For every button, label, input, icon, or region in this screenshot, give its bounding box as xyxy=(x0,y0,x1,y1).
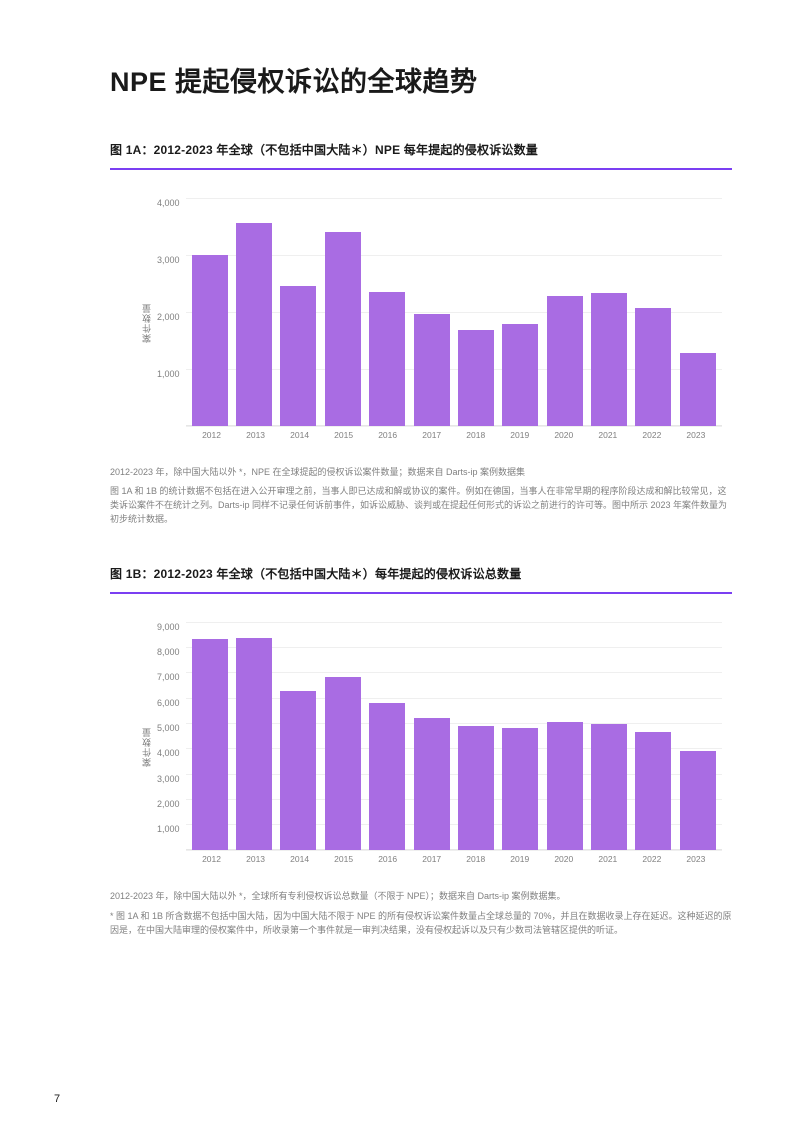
xtick-label: 2020 xyxy=(544,854,584,864)
bar xyxy=(192,639,228,849)
chart-1b-caption-2: * 图 1A 和 1B 所含数据不包括中国大陆，因为中国大陆不限于 NPE 的所… xyxy=(110,910,732,938)
chart-1b-bars xyxy=(186,622,722,850)
chart-1a: 案件数量 4,0003,0002,0001,000 20122013201420… xyxy=(140,198,732,448)
bar xyxy=(280,286,316,426)
ytick-label: 9,000 xyxy=(157,622,180,632)
bar xyxy=(325,677,361,849)
bar xyxy=(414,314,450,425)
chart-1a-bars xyxy=(186,198,722,426)
xtick-label: 2022 xyxy=(632,854,672,864)
xtick-label: 2012 xyxy=(192,854,232,864)
bar xyxy=(192,255,228,426)
ytick-label: 1,000 xyxy=(157,824,180,834)
bar xyxy=(236,638,272,850)
ytick-label: 2,000 xyxy=(157,312,180,322)
bar xyxy=(502,728,538,850)
bar xyxy=(280,691,316,849)
bar xyxy=(236,223,272,425)
bar xyxy=(591,724,627,849)
chart-1a-plot: 2012 2013 2014 2015 2016 2017 2018 2019 2020 2021… xyxy=(186,198,732,448)
xtick-label: 2019 xyxy=(500,430,540,440)
bar xyxy=(635,308,671,425)
xtick-label: 2021 xyxy=(588,430,628,440)
gridline xyxy=(186,850,722,851)
xtick-label: 2016 xyxy=(368,430,408,440)
xtick-label: 2018 xyxy=(456,430,496,440)
chart-1b-xaxis: 2012 2013 2014 2015 2016 2017 2018 2019 2020 2021… xyxy=(186,854,722,864)
xtick-label: 2020 xyxy=(544,430,584,440)
ytick-label: 8,000 xyxy=(157,647,180,657)
xtick-label: 2013 xyxy=(236,854,276,864)
bar xyxy=(458,726,494,850)
xtick-label: 2017 xyxy=(412,854,452,864)
chart-1a-ylabel: 案件数量 xyxy=(140,198,153,448)
ytick-label: 7,000 xyxy=(157,672,180,682)
bar xyxy=(635,732,671,850)
bar xyxy=(680,751,716,850)
xtick-label: 2022 xyxy=(632,430,672,440)
xtick-label: 2023 xyxy=(676,430,716,440)
xtick-label: 2015 xyxy=(324,430,364,440)
bar xyxy=(369,703,405,850)
ytick-label: 4,000 xyxy=(157,198,180,208)
chart-1b: 案件数量 9,000 8,000 7,000 6,000 5,000 4,000 3,000… xyxy=(140,622,732,872)
bar xyxy=(591,293,627,425)
chart-1b-plot: 2012 2013 2014 2015 2016 2017 2018 2019 2020 2021… xyxy=(186,622,732,872)
page-title: NPE 提起侵权诉讼的全球趋势 xyxy=(110,60,732,99)
bar xyxy=(458,330,494,426)
bar xyxy=(369,292,405,426)
xtick-label: 2012 xyxy=(192,430,232,440)
chart-1b-yaxis: 9,000 8,000 7,000 6,000 5,000 4,000 3,000 2,000… xyxy=(157,622,186,850)
ytick-label: 3,000 xyxy=(157,255,180,265)
bar xyxy=(547,722,583,850)
bar xyxy=(547,296,583,426)
bar xyxy=(325,232,361,426)
ytick-label: 1,000 xyxy=(157,369,180,379)
page-number: 7 xyxy=(54,1093,60,1105)
chart-1a-section: 图 1A：2012-2023 年全球（不包括中国大陆＊）NPE 每年提起的侵权诉… xyxy=(110,141,732,527)
chart-1a-caption-2: 图 1A 和 1B 的统计数据不包括在进入公开审理之前，当事人即已达成和解或协议… xyxy=(110,485,732,527)
bar xyxy=(414,718,450,850)
title-rule xyxy=(110,592,732,594)
chart-1b-caption-1: 2012-2023 年，除中国大陆以外 *，全球所有专利侵权诉讼总数量（不限于 … xyxy=(110,890,732,904)
chart-1a-xaxis: 2012 2013 2014 2015 2016 2017 2018 2019 2020 2021… xyxy=(186,430,722,440)
xtick-label: 2019 xyxy=(500,854,540,864)
chart-1a-yaxis: 4,000 3,000 2,000 1,000 xyxy=(157,198,186,426)
ytick-label: 2,000 xyxy=(157,799,180,809)
ytick-label: 5,000 xyxy=(157,723,180,733)
ytick-label: 6,000 xyxy=(157,698,180,708)
bar xyxy=(502,324,538,425)
chart-1b-section: 图 1B：2012-2023 年全球（不包括中国大陆＊）每年提起的侵权诉讼总数量… xyxy=(110,565,732,937)
bar xyxy=(680,353,716,426)
xtick-label: 2014 xyxy=(280,430,320,440)
xtick-label: 2021 xyxy=(588,854,628,864)
xtick-label: 2016 xyxy=(368,854,408,864)
chart-1a-caption-1: 2012-2023 年，除中国大陆以外 *，NPE 在全球提起的侵权诉讼案件数量… xyxy=(110,466,732,480)
xtick-label: 2013 xyxy=(236,430,276,440)
ytick-label: 3,000 xyxy=(157,774,180,784)
chart-1b-ylabel: 案件数量 xyxy=(140,622,153,872)
ytick-label: 4,000 xyxy=(157,748,180,758)
xtick-label: 2017 xyxy=(412,430,452,440)
xtick-label: 2018 xyxy=(456,854,496,864)
title-rule xyxy=(110,168,732,170)
chart-1a-title: 图 1A：2012-2023 年全球（不包括中国大陆＊）NPE 每年提起的侵权诉… xyxy=(110,141,732,158)
xtick-label: 2014 xyxy=(280,854,320,864)
chart-1b-title: 图 1B：2012-2023 年全球（不包括中国大陆＊）每年提起的侵权诉讼总数量 xyxy=(110,565,732,582)
xtick-label: 2015 xyxy=(324,854,364,864)
xtick-label: 2023 xyxy=(676,854,716,864)
gridline xyxy=(186,426,722,427)
